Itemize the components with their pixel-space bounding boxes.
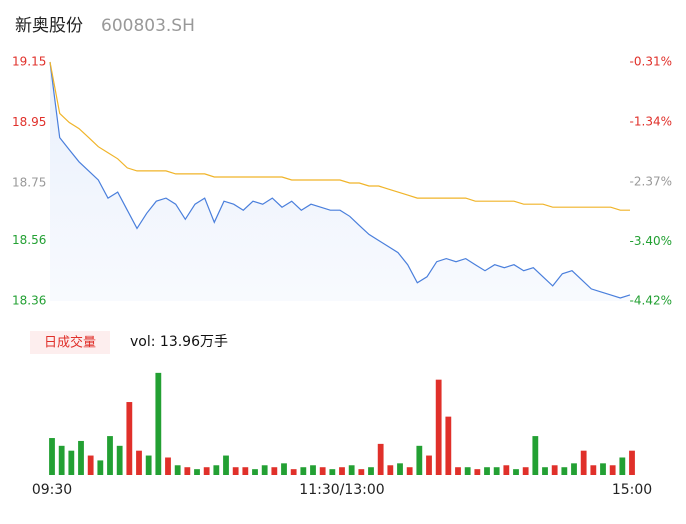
volume-bar xyxy=(532,436,539,475)
volume-bar xyxy=(319,467,326,475)
volume-bar xyxy=(78,440,84,475)
y2-tick-label: -3.40% xyxy=(630,234,672,248)
x-tick-label: 11:30/13:00 xyxy=(299,482,384,498)
volume-bar xyxy=(619,457,626,475)
volume-bar xyxy=(271,467,278,475)
volume-bar xyxy=(561,467,568,475)
volume-bar xyxy=(107,436,113,475)
volume-bar xyxy=(165,457,171,475)
volume-bar xyxy=(551,465,558,475)
volume-bar xyxy=(464,467,471,475)
volume-bar xyxy=(97,460,104,475)
y2-tick-label: -4.42% xyxy=(630,294,672,308)
volume-bar xyxy=(329,469,336,475)
volume-bar xyxy=(455,467,461,475)
volume-annotation: vol: 13.96万手 xyxy=(130,334,228,350)
volume-bar xyxy=(290,469,297,475)
stock-name: 新奥股份 xyxy=(15,16,83,36)
volume-bar xyxy=(136,450,142,475)
volume-bar xyxy=(252,469,258,475)
volume-label: 日成交量 xyxy=(44,335,96,351)
volume-bar xyxy=(493,467,500,475)
volume-bar xyxy=(174,465,181,475)
volume-bar xyxy=(377,443,384,475)
y2-tick-label: -2.37% xyxy=(630,174,672,188)
volume-bar xyxy=(261,465,268,475)
volume-bar xyxy=(281,463,287,475)
volume-bar xyxy=(416,445,423,475)
y-tick-label: 18.36 xyxy=(12,294,46,308)
volume-bar xyxy=(339,467,345,475)
volume-bar xyxy=(426,455,432,475)
volume-bar xyxy=(590,465,597,475)
volume-bar xyxy=(232,467,239,475)
volume-bar xyxy=(542,467,548,475)
volume-bar xyxy=(435,379,442,475)
volume-bar xyxy=(348,465,355,475)
price-area xyxy=(50,62,630,301)
stock-code: 600803.SH xyxy=(101,16,195,36)
volume-bar xyxy=(126,402,133,475)
y-tick-label: 18.56 xyxy=(12,233,46,247)
volume-bar xyxy=(368,467,374,475)
volume-label-box xyxy=(30,331,110,354)
volume-bar xyxy=(503,465,510,475)
volume-bar xyxy=(629,450,635,475)
volume-bar xyxy=(609,465,616,475)
volume-bar xyxy=(58,445,65,475)
volume-bar xyxy=(223,455,229,475)
y2-tick-label: -0.31% xyxy=(630,55,672,69)
volume-bar xyxy=(116,445,123,475)
volume-bar xyxy=(203,467,210,475)
volume-bar xyxy=(310,465,316,475)
price-line xyxy=(49,61,631,299)
x-tick-label: 15:00 xyxy=(612,482,652,498)
volume-bar xyxy=(184,467,191,475)
volume-bar xyxy=(406,467,413,475)
y2-tick-label: -1.34% xyxy=(630,114,672,128)
volume-bar xyxy=(397,463,403,475)
volume-bar xyxy=(300,467,307,475)
y-tick-label: 18.75 xyxy=(12,176,46,190)
volume-bar xyxy=(474,469,481,475)
volume-bar xyxy=(513,469,519,475)
volume-bar xyxy=(194,469,200,475)
volume-bar xyxy=(242,467,249,475)
volume-bar xyxy=(213,465,220,475)
volume-bar xyxy=(445,416,452,475)
volume-bar xyxy=(580,450,587,475)
volume-bar xyxy=(484,467,490,475)
average-line xyxy=(49,61,630,211)
volume-bar xyxy=(387,465,394,475)
volume-bar xyxy=(68,450,75,475)
volume-bar xyxy=(571,463,577,475)
volume-bar xyxy=(358,469,365,475)
x-tick-label: 09:30 xyxy=(32,482,72,498)
y-tick-label: 19.15 xyxy=(12,55,46,69)
volume-bar xyxy=(87,455,94,475)
volume-bar xyxy=(600,463,606,475)
volume-bar xyxy=(522,467,529,475)
volume-bar xyxy=(145,455,152,475)
volume-bar xyxy=(155,372,162,475)
y-tick-label: 18.95 xyxy=(12,115,46,129)
volume-bar xyxy=(49,438,55,475)
